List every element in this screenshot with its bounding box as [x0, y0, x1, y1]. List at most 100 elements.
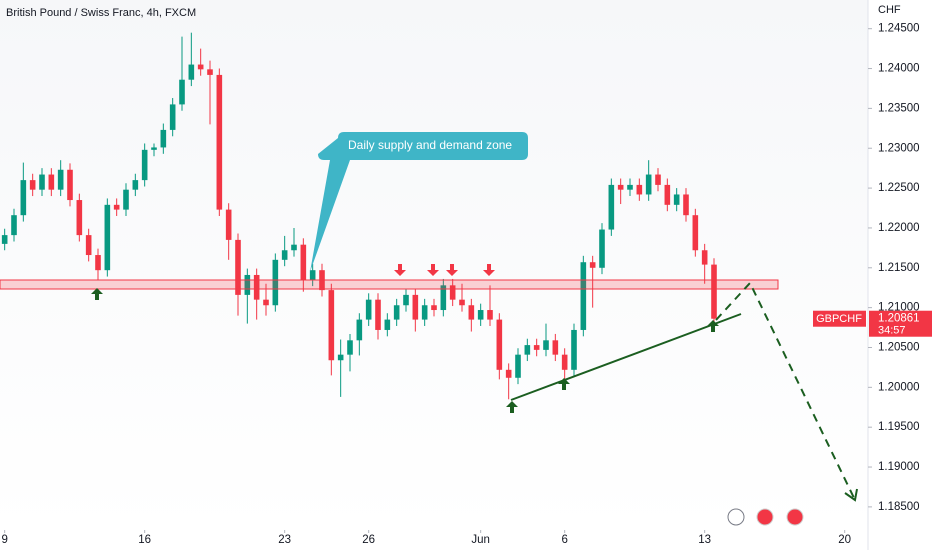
candle-body	[29, 180, 36, 190]
candle-body	[617, 184, 624, 190]
x-tick-label: 20	[838, 534, 851, 546]
candle-body	[645, 174, 652, 195]
candle-body	[571, 329, 577, 370]
down-arrow	[427, 264, 439, 276]
x-tick-label: 13	[698, 534, 711, 546]
y-tick-label: 1.24000	[878, 63, 920, 75]
symbol-text: GBPCHF	[816, 313, 862, 325]
y-tick-label: 1.23500	[878, 102, 920, 114]
x-tick-label: 26	[362, 534, 375, 546]
candle-body	[627, 184, 633, 190]
candle-body	[337, 354, 344, 361]
chart-title: British Pound / Swiss Franc, 4h, FXCM	[6, 7, 196, 19]
candle-body	[468, 305, 475, 320]
candle-body	[477, 310, 484, 320]
candle-body	[85, 235, 92, 256]
y-tick-label: 1.21500	[878, 262, 920, 274]
candle-body	[1, 235, 8, 244]
candle-body	[57, 169, 64, 190]
x-tick-label: 23	[278, 534, 291, 546]
y-tick-label: 1.24500	[878, 23, 920, 35]
candle-body	[151, 147, 157, 150]
y-tick-label: 1.23000	[878, 142, 920, 154]
candle-body	[263, 299, 269, 306]
candle-body	[104, 204, 111, 271]
candle-body	[599, 229, 605, 268]
y-tick-label: 1.19500	[878, 421, 920, 433]
candle-body	[272, 259, 279, 306]
candle-body	[244, 274, 251, 295]
candle-body	[76, 200, 83, 236]
y-axis-label: CHF	[878, 4, 901, 16]
candle-body	[216, 74, 223, 210]
candle-body	[412, 294, 419, 320]
y-tick-label: 1.18500	[878, 501, 920, 513]
candle-body	[608, 184, 615, 230]
candle-body	[459, 299, 465, 306]
candle-body	[328, 290, 335, 361]
up-arrow	[91, 288, 103, 300]
candle-body	[347, 340, 353, 355]
trend-line	[510, 313, 742, 401]
axes: 1.18500 1.19000 1.19500 1.20000 1.20500 1.210…	[1, 23, 919, 546]
candle-body	[515, 354, 521, 378]
x-tick-label: Jun	[471, 534, 490, 546]
candle-body	[39, 174, 45, 190]
candle-body	[580, 262, 587, 330]
candle-body	[561, 354, 568, 370]
candle-body	[655, 174, 661, 185]
y-tick-label: 1.20500	[878, 342, 920, 354]
candle-body	[636, 184, 643, 195]
candle-body	[533, 345, 540, 350]
candle-body	[552, 340, 559, 355]
candle-body	[711, 264, 717, 319]
supply-demand-zone	[0, 279, 779, 290]
candle-body	[384, 319, 391, 330]
candle-body	[20, 180, 27, 216]
candle-body	[197, 64, 204, 70]
last-price: 1.20861	[878, 313, 920, 325]
up-arrow	[506, 401, 518, 413]
candle-body	[673, 194, 680, 205]
footer-icons	[727, 508, 804, 526]
candle-body	[692, 215, 699, 251]
up-arrows	[91, 288, 719, 413]
projection-arrowhead	[844, 488, 858, 502]
up-arrow	[707, 320, 719, 332]
candle-body	[589, 262, 596, 268]
candle-body	[543, 340, 549, 350]
candle-body	[393, 305, 400, 320]
candle-body	[375, 299, 381, 330]
y-tick-label: 1.19000	[878, 461, 920, 473]
flag-icon	[727, 508, 745, 526]
candle-body	[95, 255, 101, 271]
candle-body	[356, 319, 363, 341]
candle-body	[505, 369, 512, 378]
countdown: 34:57	[878, 325, 906, 337]
candle-body	[179, 79, 185, 105]
candle-body	[123, 189, 129, 210]
x-tick-label: 6	[561, 534, 567, 546]
candle-body	[701, 250, 708, 265]
candle-body	[235, 239, 241, 295]
candle-body	[113, 204, 120, 210]
candle-body	[141, 149, 148, 181]
candle-body	[421, 305, 428, 320]
candle-body	[403, 294, 409, 306]
candle-body	[449, 285, 456, 300]
candle-body	[365, 299, 372, 320]
down-arrow	[483, 264, 495, 276]
projection-line	[715, 281, 856, 501]
candle-body	[440, 285, 447, 311]
callout-text: Daily supply and demand zone	[348, 138, 512, 152]
flag-icon	[786, 508, 804, 526]
candle-body	[664, 184, 671, 205]
y-tick-label: 1.22000	[878, 222, 920, 234]
y-tick-label: 1.20000	[878, 381, 920, 393]
last-price-badge	[869, 310, 932, 337]
candle-body	[300, 244, 307, 280]
candle-body	[132, 180, 139, 190]
symbol-badge	[813, 310, 866, 327]
candle-body	[291, 244, 297, 251]
